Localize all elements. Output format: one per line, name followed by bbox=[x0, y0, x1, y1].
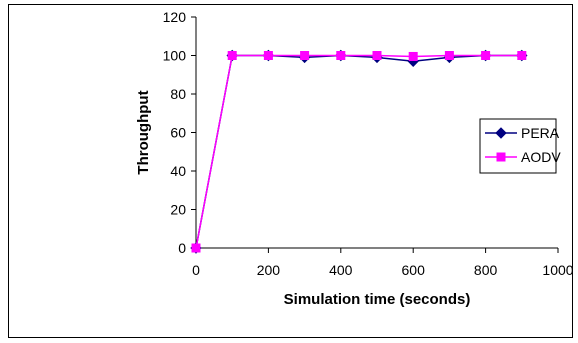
data-point-aodv bbox=[300, 51, 310, 60]
x-tick-label: 800 bbox=[474, 262, 498, 278]
series-layer bbox=[190, 49, 528, 254]
data-point-aodv bbox=[336, 51, 346, 60]
series-pera bbox=[190, 49, 528, 254]
data-point-aodv bbox=[517, 51, 527, 60]
chart-frame bbox=[8, 4, 573, 338]
x-tick-label: 0 bbox=[192, 262, 200, 278]
legend-marker-aodv bbox=[496, 152, 506, 162]
x-axis-title: Simulation time (seconds) bbox=[284, 291, 471, 308]
y-axis-title: Throughput bbox=[135, 90, 152, 174]
legend-label-pera: PERA bbox=[521, 125, 560, 141]
y-tick-label: 40 bbox=[170, 163, 186, 179]
y-tick-label: 80 bbox=[170, 86, 186, 102]
legend: PERA AODV bbox=[479, 118, 561, 174]
y-tick-label: 0 bbox=[178, 240, 186, 256]
data-point-aodv bbox=[444, 51, 454, 60]
series-aodv bbox=[191, 51, 527, 253]
data-point-aodv bbox=[372, 51, 382, 60]
data-point-aodv bbox=[408, 51, 418, 61]
x-tick-label: 200 bbox=[257, 262, 281, 278]
series-line-aodv bbox=[195, 54, 522, 249]
data-point-aodv bbox=[263, 51, 273, 60]
legend-label-aodv: AODV bbox=[521, 149, 561, 165]
y-tick-label: 100 bbox=[163, 48, 187, 64]
x-tick-label: 1000 bbox=[542, 262, 573, 278]
x-tick-label: 400 bbox=[329, 262, 353, 278]
y-tick-label: 120 bbox=[163, 9, 187, 25]
y-tick-label: 60 bbox=[170, 125, 186, 141]
data-point-aodv bbox=[191, 243, 201, 253]
legend-marker-pera bbox=[495, 127, 507, 139]
x-tick-label: 600 bbox=[402, 262, 426, 278]
y-tick-label: 20 bbox=[170, 202, 186, 218]
series-line-pera bbox=[195, 54, 522, 249]
tick-marks: 0 20 40 60 80 100 120 0 200 400 600 800 1000 bbox=[163, 9, 574, 278]
legend-box bbox=[479, 118, 557, 174]
data-point-aodv bbox=[227, 51, 237, 60]
data-point-aodv bbox=[481, 51, 491, 60]
